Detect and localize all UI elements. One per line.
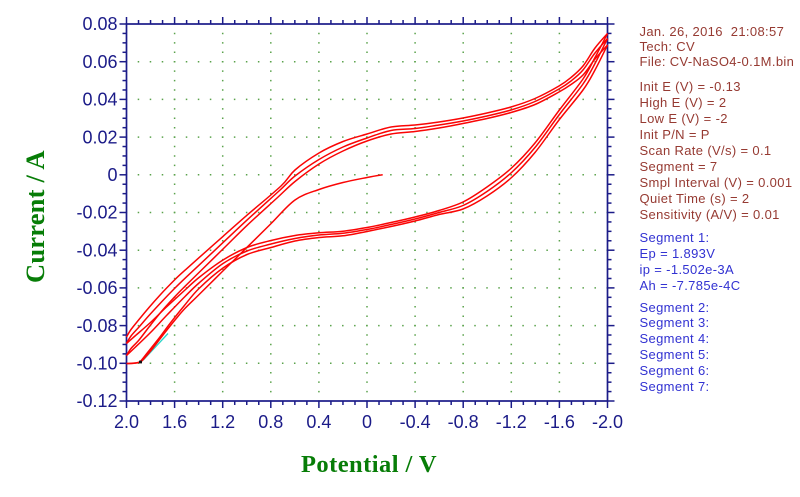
svg-text:0.04: 0.04 xyxy=(82,90,117,110)
svg-text:-0.4: -0.4 xyxy=(400,412,431,432)
svg-text:-0.04: -0.04 xyxy=(76,240,117,260)
svg-text:-0.8: -0.8 xyxy=(448,412,479,432)
svg-text:2.0: 2.0 xyxy=(114,412,139,432)
svg-text:-0.08: -0.08 xyxy=(76,316,117,336)
svg-text:-0.06: -0.06 xyxy=(76,278,117,298)
svg-text:0.08: 0.08 xyxy=(82,14,117,34)
svg-text:0: 0 xyxy=(107,165,117,185)
svg-text:1.2: 1.2 xyxy=(210,412,235,432)
svg-text:-0.02: -0.02 xyxy=(76,203,117,223)
svg-text:1.6: 1.6 xyxy=(162,412,187,432)
svg-text:-2.0: -2.0 xyxy=(592,412,623,432)
svg-text:0.4: 0.4 xyxy=(306,412,331,432)
svg-text:-1.2: -1.2 xyxy=(496,412,527,432)
svg-text:-0.12: -0.12 xyxy=(76,391,117,411)
svg-text:-1.6: -1.6 xyxy=(544,412,575,432)
svg-text:0.02: 0.02 xyxy=(82,127,117,147)
svg-text:0.06: 0.06 xyxy=(82,52,117,72)
svg-text:-0.10: -0.10 xyxy=(76,354,117,374)
svg-text:0.8: 0.8 xyxy=(258,412,283,432)
svg-text:0: 0 xyxy=(362,412,372,432)
